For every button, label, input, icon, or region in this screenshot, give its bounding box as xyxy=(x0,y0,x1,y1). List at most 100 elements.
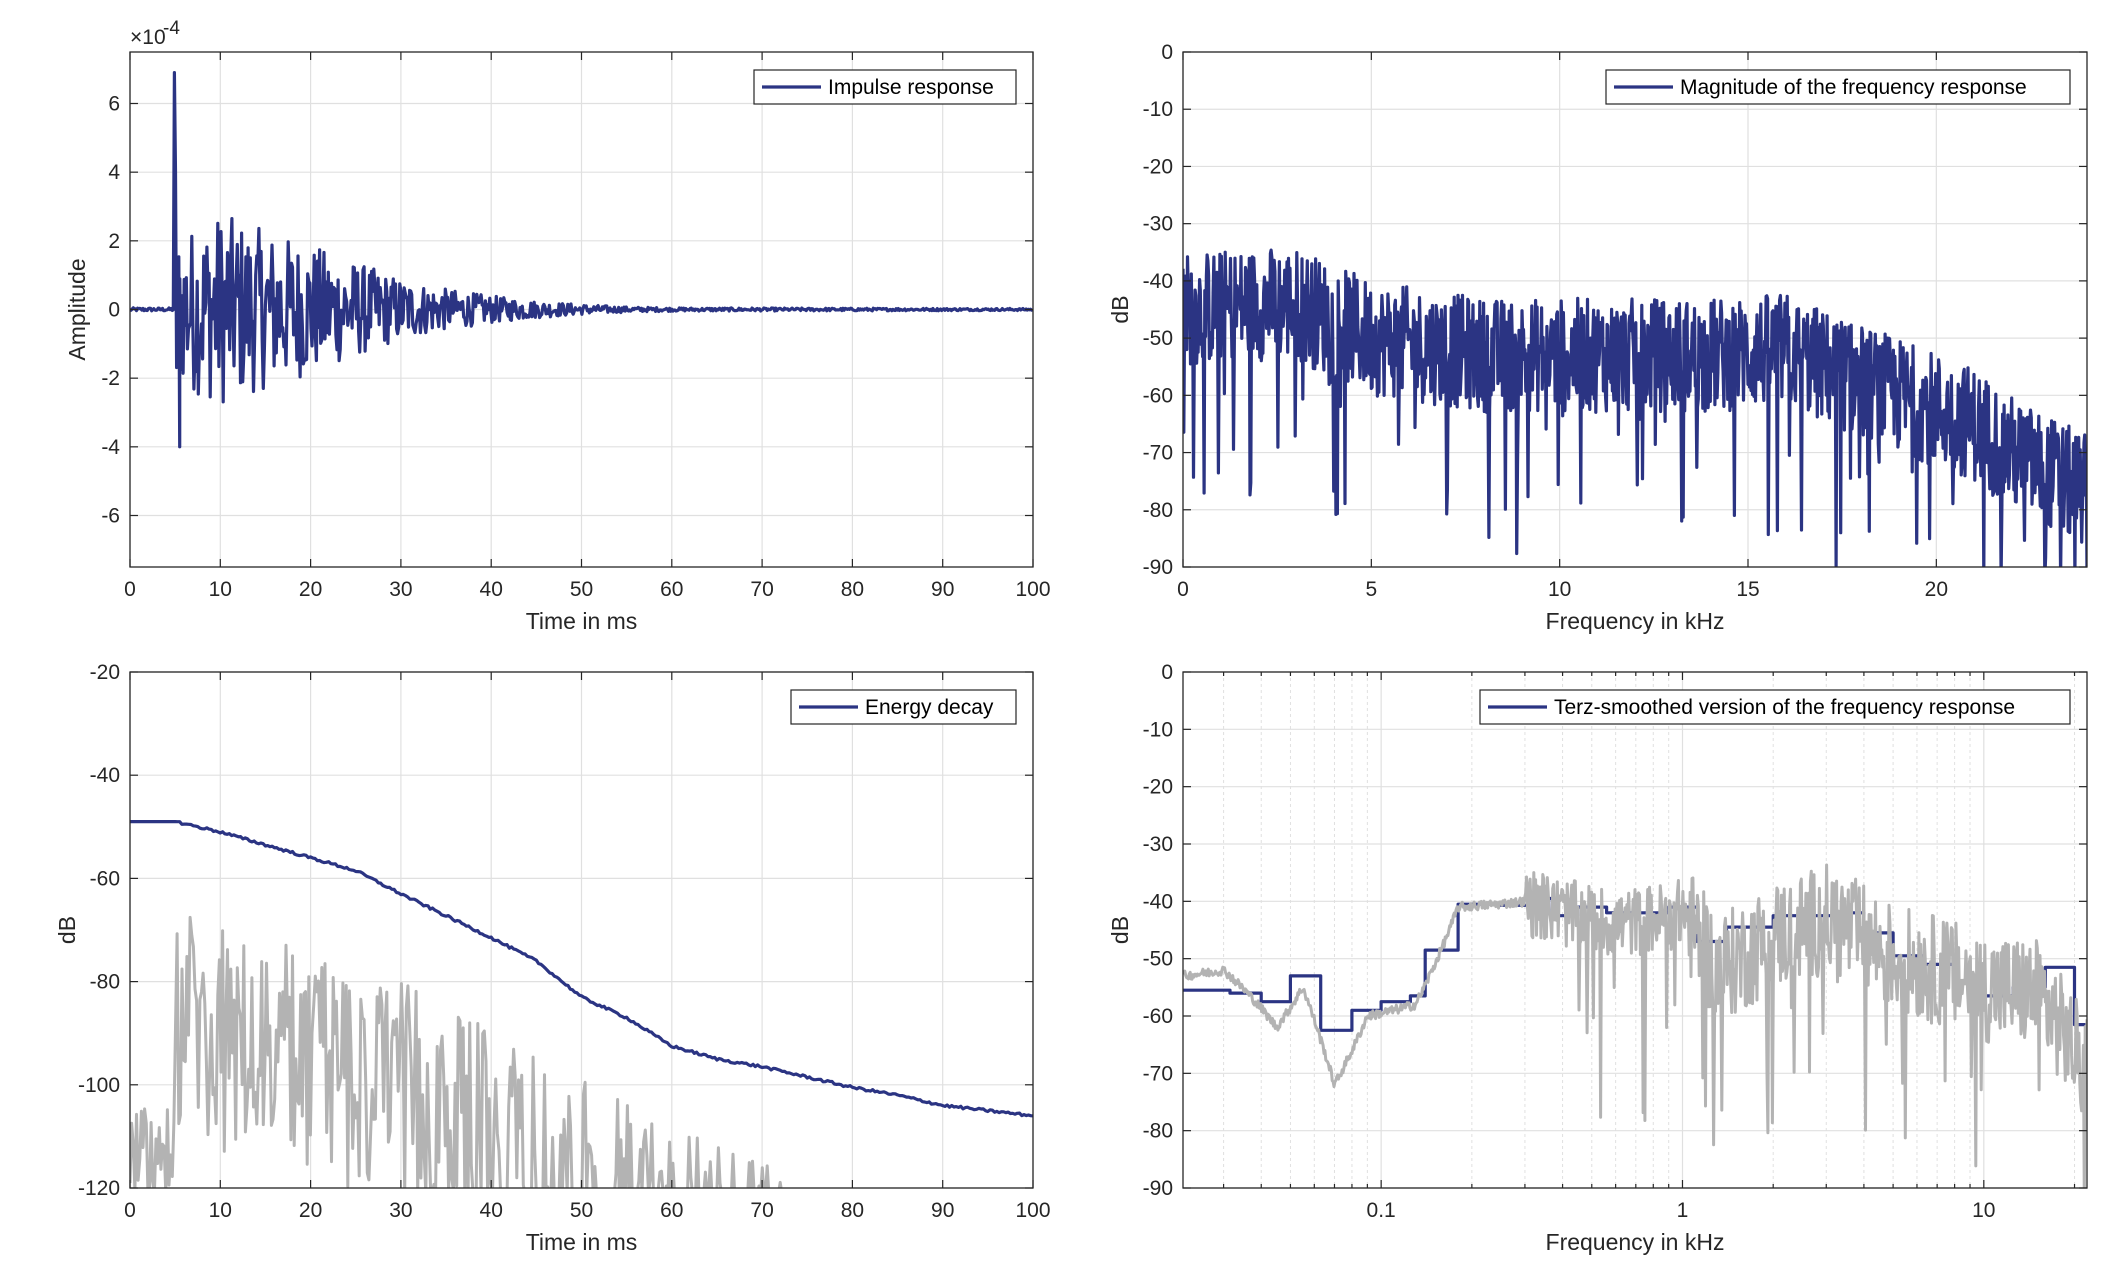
x-tick-label: 10 xyxy=(209,1199,232,1222)
x-tick-label: 90 xyxy=(931,578,954,601)
y-tick-label: -90 xyxy=(1143,1177,1173,1200)
x-tick-label: 15 xyxy=(1736,578,1759,601)
x-tick-label: 70 xyxy=(750,1199,773,1222)
y-tick-label: 0 xyxy=(108,299,120,322)
x-tick-label: 0 xyxy=(1177,578,1189,601)
x-tick-label: 80 xyxy=(841,1199,864,1222)
x-tick-label: 80 xyxy=(841,578,864,601)
chart-panel-2: 0 5 10 15 20 0 -10 -20 -30 -40 -50 -60 -70 -80 -90 Freq… xyxy=(1107,41,2088,634)
legend: Terz-smoothed version of the frequency r… xyxy=(1479,689,2071,725)
y-tick-label: -2 xyxy=(101,367,120,390)
y-tick-label: -6 xyxy=(101,505,120,528)
x-axis-label: Time in ms xyxy=(526,1229,638,1255)
y-axis-label: dB xyxy=(54,916,80,944)
x-tick-label: 100 xyxy=(1015,578,1050,601)
y-tick-label: -100 xyxy=(78,1074,120,1097)
plot-area xyxy=(1183,863,2087,1188)
x-tick-label: 70 xyxy=(750,578,773,601)
plot-area xyxy=(130,71,1033,449)
y-tick-label: -80 xyxy=(90,971,120,994)
legend-label: Impulse response xyxy=(828,76,994,99)
x-tick-label: 10 xyxy=(1972,1199,1995,1222)
y-tick-label: 6 xyxy=(108,93,120,116)
y-tick-label: -40 xyxy=(1143,890,1173,913)
x-tick-label: 30 xyxy=(389,1199,412,1222)
y-tick-label: -70 xyxy=(1143,442,1173,465)
y-tick-label: -50 xyxy=(1143,327,1173,350)
x-axis-label: Time in ms xyxy=(526,608,638,634)
legend-box xyxy=(790,689,1017,725)
x-tick-label: 30 xyxy=(389,578,412,601)
legend: Magnitude of the frequency response xyxy=(1605,69,2071,105)
x-tick-label: 20 xyxy=(299,578,322,601)
plot-area xyxy=(130,820,1033,1188)
y-tick-label: 4 xyxy=(108,161,120,184)
legend-box xyxy=(1479,689,2071,725)
plot-area xyxy=(1183,248,2087,567)
y-exponent: ×10-4 xyxy=(130,18,180,49)
y-axis-label: dB xyxy=(1107,916,1133,944)
y-axis-label: Amplitude xyxy=(64,258,90,360)
y-tick-label: 0 xyxy=(1161,661,1173,684)
y-tick-label: -70 xyxy=(1143,1062,1173,1085)
axes-box xyxy=(1182,51,2088,568)
legend: Impulse response xyxy=(753,69,1017,105)
x-tick-label: 90 xyxy=(931,1199,954,1222)
x-tick-label: 10 xyxy=(1548,578,1571,601)
x-tick-label: 60 xyxy=(660,578,683,601)
y-tick-label: -60 xyxy=(1143,1005,1173,1028)
y-tick-label: -10 xyxy=(1143,98,1173,121)
x-tick-label: 100 xyxy=(1015,1199,1050,1222)
y-exponent-base: ×10 xyxy=(130,26,166,49)
x-tick-label: 60 xyxy=(660,1199,683,1222)
grid-lines xyxy=(129,671,1034,1189)
y-tick-label: -60 xyxy=(90,867,120,890)
y-axis-label: dB xyxy=(1107,295,1133,323)
x-tick-label: 40 xyxy=(480,1199,503,1222)
y-tick-label: -60 xyxy=(1143,384,1173,407)
x-tick-label: 20 xyxy=(299,1199,322,1222)
x-tick-label: 50 xyxy=(570,578,593,601)
x-tick-label: 0 xyxy=(124,578,136,601)
y-tick-label: -80 xyxy=(1143,1120,1173,1143)
legend-label: Energy decay xyxy=(865,696,994,719)
reference-trace-line xyxy=(130,915,951,1188)
x-tick-label: 40 xyxy=(480,578,503,601)
y-tick-label: -50 xyxy=(1143,948,1173,971)
reference-trace-line xyxy=(1183,863,2087,1188)
chart-panel-3: 0 10 20 30 40 50 60 70 80 90 100 -20 -40 -60 -80 -100 -1… xyxy=(54,661,1051,1255)
y-tick-label: -40 xyxy=(90,764,120,787)
x-tick-label: 1 xyxy=(1677,1199,1689,1222)
y-tick-label: -40 xyxy=(1143,270,1173,293)
y-tick-label: -30 xyxy=(1143,213,1173,236)
series-line-impulse-response xyxy=(130,71,1033,449)
y-tick-label: -10 xyxy=(1143,718,1173,741)
series-line-magnitude-of-the-frequency-response xyxy=(1183,248,2087,567)
x-axis-label: Frequency in kHz xyxy=(1546,608,1725,634)
x-axis-label: Frequency in kHz xyxy=(1546,1229,1725,1255)
y-tick-label: -30 xyxy=(1143,833,1173,856)
x-tick-label: 5 xyxy=(1365,578,1377,601)
y-tick-label: -20 xyxy=(1143,776,1173,799)
legend-label: Magnitude of the frequency response xyxy=(1680,76,2027,99)
y-tick-label: -80 xyxy=(1143,499,1173,522)
x-tick-label: 20 xyxy=(1925,578,1948,601)
x-tick-label: 10 xyxy=(209,578,232,601)
y-tick-label: -20 xyxy=(1143,155,1173,178)
legend-box xyxy=(1605,69,2071,105)
y-tick-label: -20 xyxy=(90,661,120,684)
chart-panel-4: 0.1 1 10 0 -10 -20 -30 -40 -50 -60 -70 -80 -90 Freque… xyxy=(1107,661,2088,1255)
x-tick-label: 0.1 xyxy=(1367,1199,1396,1222)
y-exponent-power: -4 xyxy=(163,18,180,39)
y-tick-label: 2 xyxy=(108,230,120,253)
y-tick-label: -4 xyxy=(101,436,120,459)
legend-label: Terz-smoothed version of the frequency r… xyxy=(1554,696,2015,719)
axes-box xyxy=(1182,671,2088,1189)
series-line-energy-decay xyxy=(130,820,1033,1118)
legend: Energy decay xyxy=(790,689,1017,725)
x-tick-label: 0 xyxy=(124,1199,136,1222)
x-tick-label: 50 xyxy=(570,1199,593,1222)
y-tick-label: -90 xyxy=(1143,556,1173,579)
